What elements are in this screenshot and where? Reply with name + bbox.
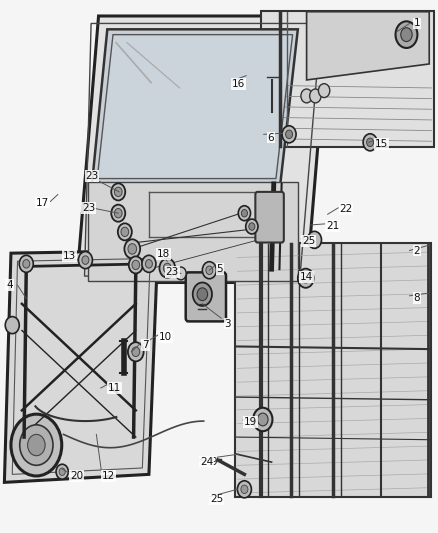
Circle shape	[238, 206, 251, 221]
Text: 6: 6	[267, 133, 274, 142]
Text: 23: 23	[166, 267, 179, 277]
Text: 9: 9	[210, 457, 217, 467]
Text: 20: 20	[70, 471, 83, 481]
Circle shape	[128, 244, 137, 254]
FancyBboxPatch shape	[261, 11, 434, 147]
Text: 25: 25	[210, 495, 223, 504]
Circle shape	[28, 434, 45, 456]
Circle shape	[241, 209, 247, 217]
Circle shape	[246, 219, 258, 234]
Text: 1: 1	[413, 19, 420, 28]
Polygon shape	[307, 12, 429, 80]
Text: 19: 19	[244, 417, 257, 427]
Circle shape	[132, 347, 140, 357]
Circle shape	[241, 485, 248, 494]
Text: 18: 18	[157, 249, 170, 259]
Circle shape	[258, 413, 268, 426]
Circle shape	[237, 481, 251, 498]
Circle shape	[82, 256, 89, 264]
Circle shape	[111, 205, 125, 222]
Circle shape	[11, 414, 62, 476]
Text: 24: 24	[200, 457, 213, 466]
FancyBboxPatch shape	[186, 272, 226, 321]
Text: 10: 10	[159, 332, 172, 342]
Text: 21: 21	[326, 221, 339, 231]
Circle shape	[401, 28, 412, 42]
Circle shape	[206, 266, 213, 274]
Circle shape	[118, 223, 132, 240]
Text: 14: 14	[300, 272, 313, 282]
Circle shape	[197, 288, 208, 301]
Circle shape	[302, 273, 310, 283]
Circle shape	[202, 262, 216, 279]
Circle shape	[111, 183, 125, 200]
Text: 13: 13	[63, 251, 76, 261]
Text: 15: 15	[374, 139, 388, 149]
Circle shape	[282, 126, 296, 143]
Circle shape	[301, 89, 312, 103]
Text: 3: 3	[224, 319, 231, 328]
Circle shape	[19, 255, 33, 272]
Circle shape	[163, 263, 171, 273]
Circle shape	[298, 269, 314, 288]
Circle shape	[318, 84, 330, 98]
Polygon shape	[92, 29, 298, 184]
Text: 25: 25	[302, 236, 315, 246]
Polygon shape	[77, 16, 328, 282]
FancyBboxPatch shape	[255, 192, 284, 243]
Polygon shape	[235, 243, 431, 497]
Text: 22: 22	[339, 204, 353, 214]
Circle shape	[114, 208, 122, 218]
Circle shape	[367, 138, 374, 147]
Circle shape	[159, 259, 175, 278]
Circle shape	[132, 260, 140, 270]
Circle shape	[249, 223, 255, 230]
Circle shape	[310, 89, 321, 103]
Circle shape	[142, 255, 156, 272]
Circle shape	[193, 282, 212, 306]
Circle shape	[5, 317, 19, 334]
Text: 2: 2	[413, 246, 420, 255]
Circle shape	[78, 252, 92, 269]
Circle shape	[56, 464, 68, 479]
Polygon shape	[88, 182, 298, 281]
Polygon shape	[4, 251, 158, 482]
Text: 12: 12	[102, 471, 115, 481]
Text: 7: 7	[142, 340, 149, 350]
Circle shape	[396, 21, 417, 48]
Circle shape	[145, 260, 152, 268]
Circle shape	[363, 134, 377, 151]
Polygon shape	[97, 35, 293, 179]
Text: 11: 11	[108, 383, 121, 393]
Circle shape	[114, 187, 122, 197]
Text: 5: 5	[216, 264, 223, 274]
Text: 4: 4	[6, 280, 13, 290]
Circle shape	[128, 342, 144, 361]
Circle shape	[307, 231, 321, 248]
Circle shape	[253, 408, 272, 431]
Text: 23: 23	[82, 203, 95, 213]
Circle shape	[286, 130, 293, 139]
Circle shape	[176, 267, 186, 280]
Circle shape	[59, 468, 65, 475]
Text: 8: 8	[413, 293, 420, 303]
Circle shape	[129, 256, 143, 273]
Text: 16: 16	[232, 79, 245, 88]
Circle shape	[124, 239, 140, 259]
Circle shape	[121, 227, 129, 237]
Text: 17: 17	[36, 198, 49, 207]
Text: 23: 23	[85, 171, 99, 181]
Circle shape	[20, 425, 53, 465]
Circle shape	[23, 260, 30, 268]
